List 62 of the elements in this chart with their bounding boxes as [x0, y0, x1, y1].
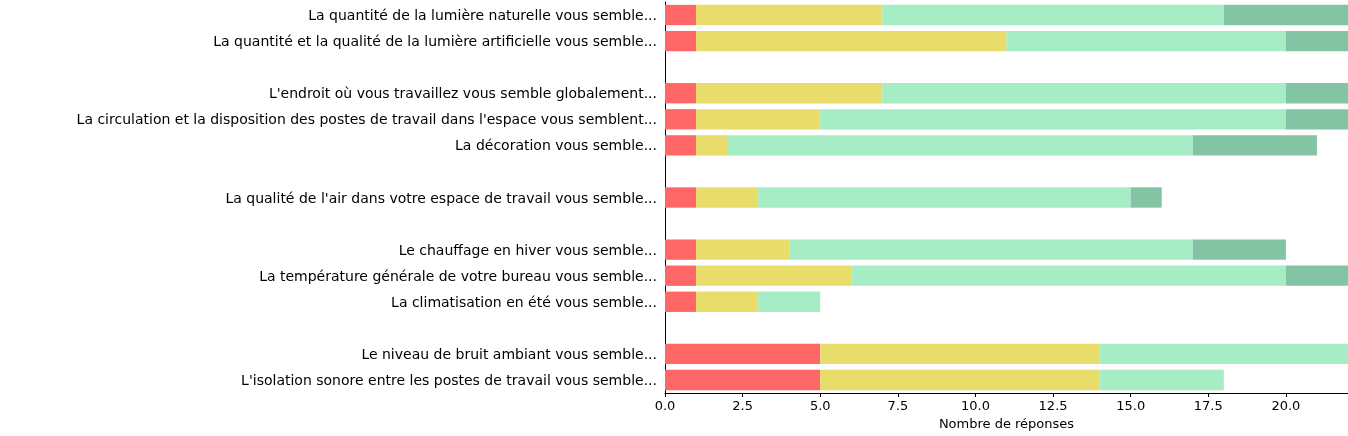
x-tick-label: 17.5	[1193, 398, 1223, 413]
bar	[665, 135, 697, 156]
bar	[665, 30, 697, 52]
bar	[1285, 265, 1348, 286]
bar	[665, 109, 697, 130]
bar	[820, 369, 1100, 391]
y-tick-label: La quantité et la qualité de la lumière artificielle vous semble...	[213, 33, 657, 50]
bar	[758, 187, 1131, 208]
x-tick-label: 5.0	[809, 398, 831, 413]
bar	[665, 265, 697, 286]
x-tick-label: 15.0	[1116, 398, 1146, 413]
bar	[1192, 135, 1317, 156]
bar	[665, 187, 697, 208]
bar	[665, 4, 697, 26]
bar	[1285, 30, 1348, 52]
x-tick-label: 20.0	[1271, 398, 1301, 413]
bar	[1006, 30, 1286, 52]
bar	[665, 343, 821, 365]
bar	[1130, 187, 1162, 208]
bar	[696, 187, 759, 208]
bar	[1285, 109, 1348, 130]
bar	[696, 30, 1007, 52]
y-tick-label: La climatisation en été vous semble...	[391, 293, 657, 310]
bar	[696, 4, 883, 26]
y-tick-label: La décoration vous semble...	[455, 137, 657, 154]
bar	[696, 291, 759, 312]
bar	[820, 343, 1100, 365]
bar	[1223, 4, 1348, 26]
x-tick-label: 2.5	[732, 398, 753, 413]
bar	[820, 109, 1286, 130]
bar	[696, 83, 883, 104]
bar	[665, 83, 697, 104]
bar	[1192, 239, 1286, 260]
y-tick-label: L'isolation sonore entre les postes de travail vous semble...	[241, 371, 657, 388]
bar	[727, 135, 1193, 156]
y-tick-label: Le niveau de bruit ambiant vous semble...	[361, 345, 657, 362]
y-tick-label: La quantité de la lumière naturelle vous semble...	[308, 7, 657, 24]
x-tick-label: 12.5	[1038, 398, 1068, 413]
x-axis-title: Nombre de réponses	[938, 415, 1075, 431]
bar	[665, 291, 697, 312]
bar	[758, 291, 821, 312]
bar	[1099, 369, 1224, 391]
bar	[851, 265, 1286, 286]
bar	[696, 109, 821, 130]
bar	[789, 239, 1193, 260]
bar	[882, 4, 1224, 26]
x-tick-label: 0.0	[654, 398, 676, 413]
bar	[665, 239, 697, 260]
bar	[882, 83, 1286, 104]
bar	[696, 265, 852, 286]
y-tick-label: Le chauffage en hiver vous semble...	[398, 241, 657, 258]
bar	[696, 239, 790, 260]
y-tick-label: L'endroit où vous travaillez vous semble globalement...	[268, 85, 657, 102]
x-tick-label: 7.5	[887, 398, 909, 413]
x-tick-label: 10.0	[960, 398, 990, 413]
y-tick-label: La circulation et la disposition des postes de travail dans l'espace vous semblent...	[76, 111, 657, 128]
y-tick-label: La température générale de votre bureau vous semble...	[259, 267, 657, 284]
bar	[1099, 343, 1348, 365]
y-tick-label: La qualité de l'air dans votre espace de travail vous semble...	[225, 189, 657, 206]
bar	[696, 135, 728, 156]
bar	[1285, 83, 1348, 104]
bar	[665, 369, 821, 391]
